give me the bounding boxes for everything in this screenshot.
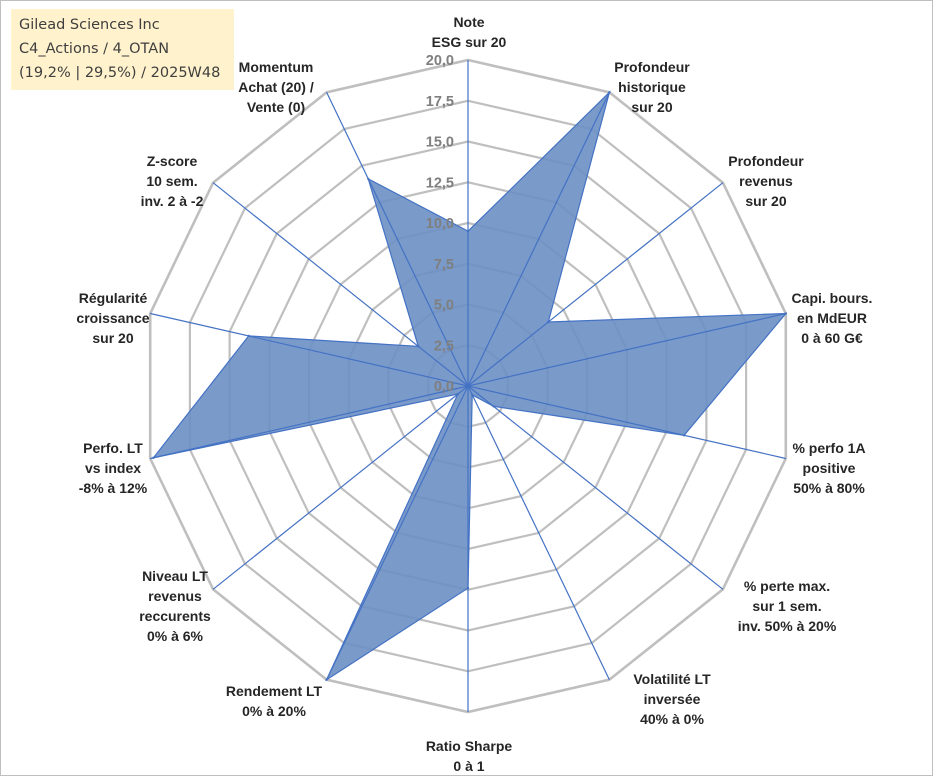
axis-label: Profondeur historique sur 20 [614,59,690,115]
tick-label: 12,5 [426,175,454,191]
axis-label: Capi. bours. en MdEUR 0 à 60 G€ [792,290,873,346]
axis-spoke [326,92,469,387]
axis-label: Perfo. LT vs index -8% à 12% [79,440,148,496]
axis-spoke [150,312,469,387]
axis-spoke [212,182,469,387]
axis-label: % perfo 1A positive 50% à 80% [792,440,865,496]
axis-spoke [467,385,610,680]
info-box: Gilead Sciences Inc C4_Actions / 4_OTAN … [11,9,234,90]
radial-tick-labels: 0,0 2,5 5,0 7,5 10,0 12,5 15,0 17,5 20,0 [426,53,454,395]
axis-spoke [467,385,724,590]
axis-spoke [212,385,469,590]
axis-label: Niveau LT revenus reccurents 0% à 6% [139,568,211,644]
axis-spoke [467,312,786,387]
company-name: Gilead Sciences Inc [19,17,160,33]
performance-and-week: (19,2% | 29,5%) / 2025W48 [19,65,221,81]
axis-spoke [326,385,469,680]
tick-label: 17,5 [426,94,454,110]
axis-labels: Note ESG sur 20 Profondeur historique sur 20… [76,14,872,774]
axis-label: % perte max. sur 1 sem. inv. 50% à 20% [738,578,837,634]
axis-spoke [467,182,724,387]
axis-label: Z-score 10 sem. inv. 2 à -2 [141,153,204,209]
axis-label: Profondeur revenus sur 20 [728,153,804,209]
axis-label: Ratio Sharpe 0 à 1 [426,738,513,774]
tick-label: 7,5 [434,257,454,273]
axis-label: Note ESG sur 20 [432,14,507,50]
tick-label: 15,0 [426,135,454,151]
axis-label: Momentum Achat (20) / Vente (0) [238,59,314,115]
axis-label: Régularité croissance sur 20 [76,290,149,346]
axis-spoke [467,92,610,387]
tick-label: 5,0 [434,298,454,314]
axis-spoke [467,385,786,460]
axis-spoke [150,385,469,460]
tick-label: 10,0 [426,216,454,232]
radar-spokes [150,60,786,712]
axis-label: Volatilité LT inversée 40% à 0% [633,671,711,727]
tick-label: 2,5 [434,338,454,354]
portfolio-category: C4_Actions / 4_OTAN [19,41,170,57]
axis-label: Rendement LT 0% à 20% [226,683,323,719]
tick-label: 0,0 [434,379,454,395]
tick-label: 20,0 [426,53,454,69]
